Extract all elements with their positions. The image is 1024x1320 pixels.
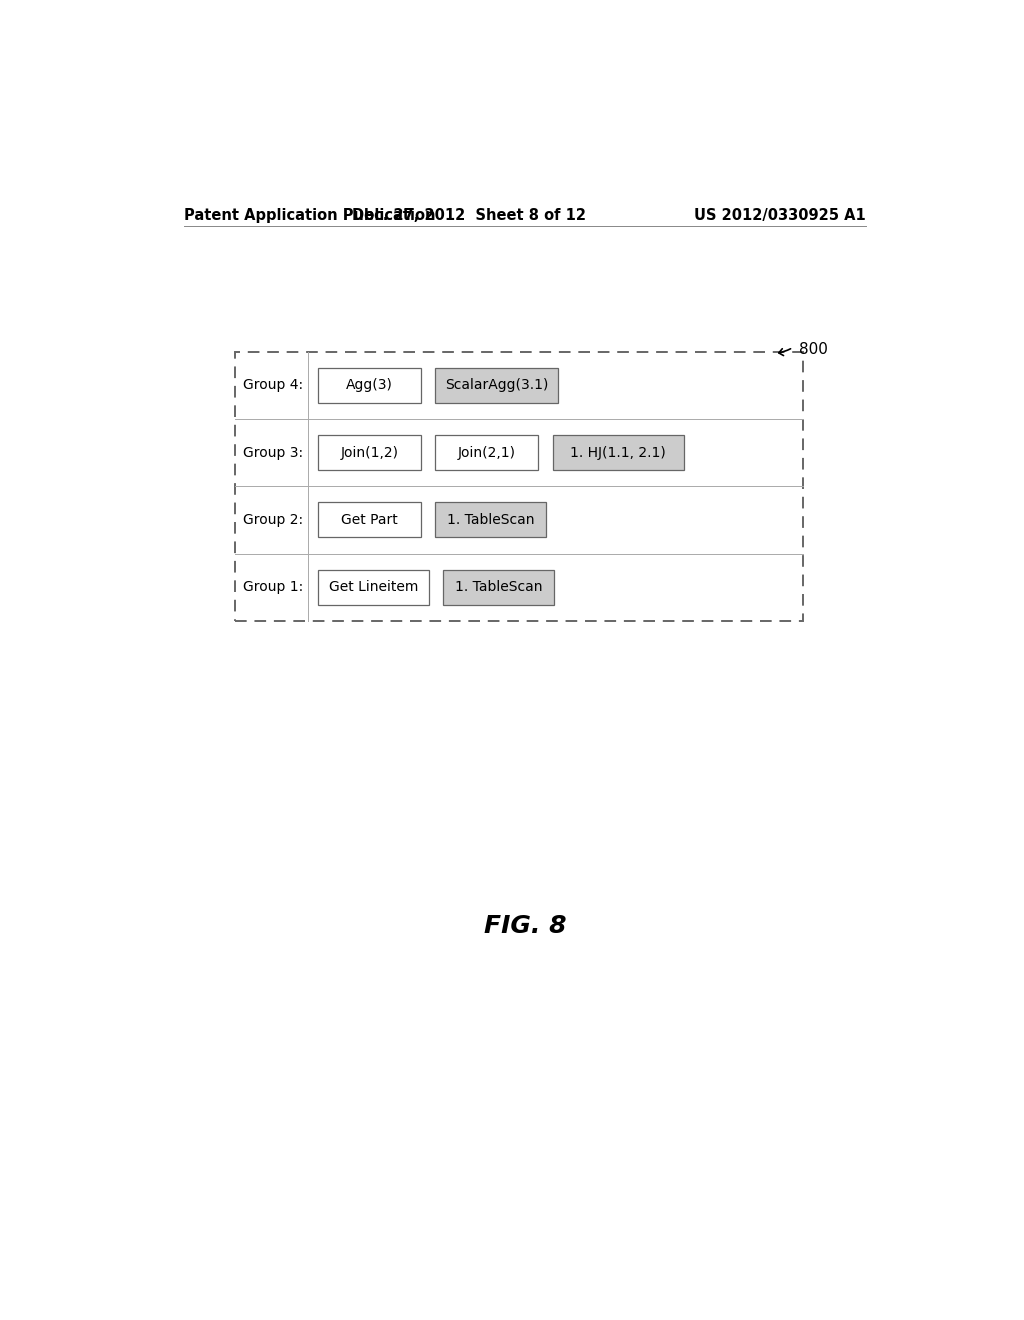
Text: Group 4:: Group 4: — [244, 379, 303, 392]
Bar — [435, 436, 539, 470]
Text: Get Lineitem: Get Lineitem — [329, 581, 418, 594]
Text: US 2012/0330925 A1: US 2012/0330925 A1 — [694, 207, 866, 223]
Text: Group 2:: Group 2: — [244, 513, 303, 527]
Text: 1. HJ(1.1, 2.1): 1. HJ(1.1, 2.1) — [570, 446, 666, 459]
Text: 1. TableScan: 1. TableScan — [455, 581, 543, 594]
Text: Patent Application Publication: Patent Application Publication — [183, 207, 435, 223]
Bar — [443, 570, 554, 605]
Text: Group 3:: Group 3: — [244, 446, 303, 459]
Text: 1. TableScan: 1. TableScan — [446, 513, 535, 527]
Text: FIG. 8: FIG. 8 — [483, 913, 566, 937]
Text: Join(1,2): Join(1,2) — [340, 446, 398, 459]
Text: Join(2,1): Join(2,1) — [458, 446, 516, 459]
Text: ScalarAgg(3.1): ScalarAgg(3.1) — [445, 379, 548, 392]
Bar — [236, 351, 803, 620]
Bar — [317, 503, 421, 537]
Bar — [317, 368, 421, 403]
Text: Group 1:: Group 1: — [243, 581, 303, 594]
Text: 800: 800 — [799, 342, 827, 356]
Bar — [435, 368, 558, 403]
Bar — [317, 570, 429, 605]
Bar — [553, 436, 684, 470]
Text: Agg(3): Agg(3) — [346, 379, 392, 392]
Bar — [317, 436, 421, 470]
Text: Dec. 27, 2012  Sheet 8 of 12: Dec. 27, 2012 Sheet 8 of 12 — [352, 207, 587, 223]
Bar — [435, 503, 546, 537]
Text: Get Part: Get Part — [341, 513, 397, 527]
